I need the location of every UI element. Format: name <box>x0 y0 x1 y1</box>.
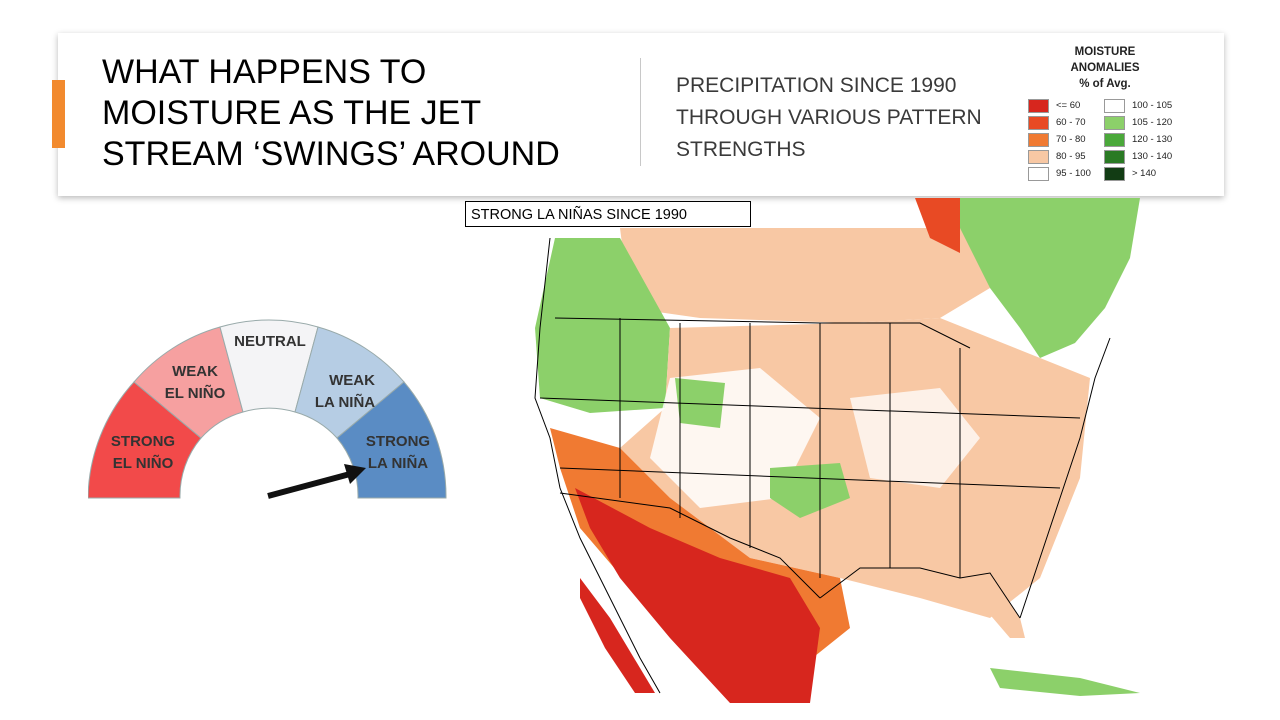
legend-label: 105 - 120 <box>1132 117 1173 128</box>
enso-gauge: STRONG EL NIÑO WEAK EL NIÑO NEUTRAL WEAK… <box>88 319 447 499</box>
title-line: MOISTURE AS THE JET <box>102 94 482 132</box>
subtitle-line: STRENGTHS <box>676 138 806 161</box>
legend-swatch <box>1104 150 1125 164</box>
legend-swatch <box>1104 99 1125 113</box>
legend-label: 100 - 105 <box>1132 100 1173 111</box>
map-border-us-mexico <box>559 492 821 599</box>
map-region-rockies-green <box>675 378 725 428</box>
map-region-caribbean <box>990 668 1140 696</box>
map-border-east-coast <box>1019 337 1111 619</box>
title-line: WHAT HAPPENS TO <box>102 53 427 91</box>
gauge-label-neutral: NEUTRAL <box>234 333 306 350</box>
map-border-state-8 <box>559 467 1061 489</box>
legend-label: > 140 <box>1132 168 1157 179</box>
gauge-label-weak-el-nino-2: EL NIÑO <box>165 384 226 402</box>
moisture-legend: MOISTURE ANOMALIES % of Avg. <= 60 60 - 7… <box>1020 44 1210 189</box>
map-region-baja-red <box>580 578 655 693</box>
map-region-mexico-red <box>575 488 820 703</box>
map-border-state-7 <box>539 397 1081 419</box>
map-region-canada-peach <box>620 228 990 323</box>
legend-swatch <box>1028 167 1049 181</box>
legend-label: <= 60 <box>1056 100 1081 111</box>
map-border-coast-west <box>534 237 661 694</box>
title-line: STREAM ‘SWINGS’ AROUND <box>102 135 560 173</box>
slide-subtitle: PRECIPITATION SINCE 1990 THROUGH VARIOUS… <box>676 70 1016 166</box>
subtitle-line: THROUGH VARIOUS PATTERN <box>676 106 982 129</box>
legend-label: 130 - 140 <box>1132 151 1173 162</box>
gauge-label-strong-el-nino-1: STRONG <box>111 433 175 450</box>
accent-bar <box>52 80 65 148</box>
gauge-label-weak-la-nina-2: LA NIÑA <box>315 393 375 411</box>
legend-swatch <box>1028 133 1049 147</box>
subtitle-line: PRECIPITATION SINCE 1990 <box>676 74 957 97</box>
header-divider <box>640 58 641 166</box>
legend-label: 80 - 95 <box>1056 151 1086 162</box>
gauge-needle-arrowhead <box>344 464 366 484</box>
legend-swatch <box>1104 116 1125 130</box>
gauge-needle <box>267 471 351 499</box>
map-border-us-canada <box>554 317 971 349</box>
map-region-florida <box>950 573 1025 638</box>
map-label: STRONG LA NIÑAS SINCE 1990 <box>465 201 751 227</box>
legend-title-line: % of Avg. <box>1079 78 1131 90</box>
legend-title-line: MOISTURE <box>1074 46 1136 58</box>
legend-label: 95 - 100 <box>1056 168 1091 179</box>
legend-title: MOISTURE ANOMALIES % of Avg. <box>1020 44 1190 92</box>
legend-swatch <box>1104 167 1125 181</box>
slide-title: WHAT HAPPENS TO MOISTURE AS THE JET STRE… <box>102 52 642 175</box>
map-region-canada-east <box>960 198 1140 358</box>
map-region-pnw-green <box>535 238 670 413</box>
legend-title-line: ANOMALIES <box>1070 62 1140 74</box>
gauge-label-weak-la-nina-1: WEAK <box>329 372 375 389</box>
map-borders <box>534 237 1111 694</box>
gauge-label-strong-la-nina-2: LA NIÑA <box>368 454 428 472</box>
gauge-label-weak-el-nino-1: WEAK <box>172 363 218 380</box>
gauge-label-strong-el-nino-2: EL NIÑO <box>113 454 174 472</box>
gauge-label-strong-la-nina-1: STRONG <box>366 433 430 450</box>
legend-swatch <box>1028 116 1049 130</box>
precipitation-map <box>534 198 1140 703</box>
legend-swatch <box>1104 133 1125 147</box>
legend-swatch <box>1028 99 1049 113</box>
legend-label: 120 - 130 <box>1132 134 1173 145</box>
map-region-canada-orange <box>915 198 960 253</box>
legend-label: 70 - 80 <box>1056 134 1086 145</box>
legend-label: 60 - 70 <box>1056 117 1086 128</box>
map-border-gulf-coast <box>819 567 1021 619</box>
legend-swatch <box>1028 150 1049 164</box>
